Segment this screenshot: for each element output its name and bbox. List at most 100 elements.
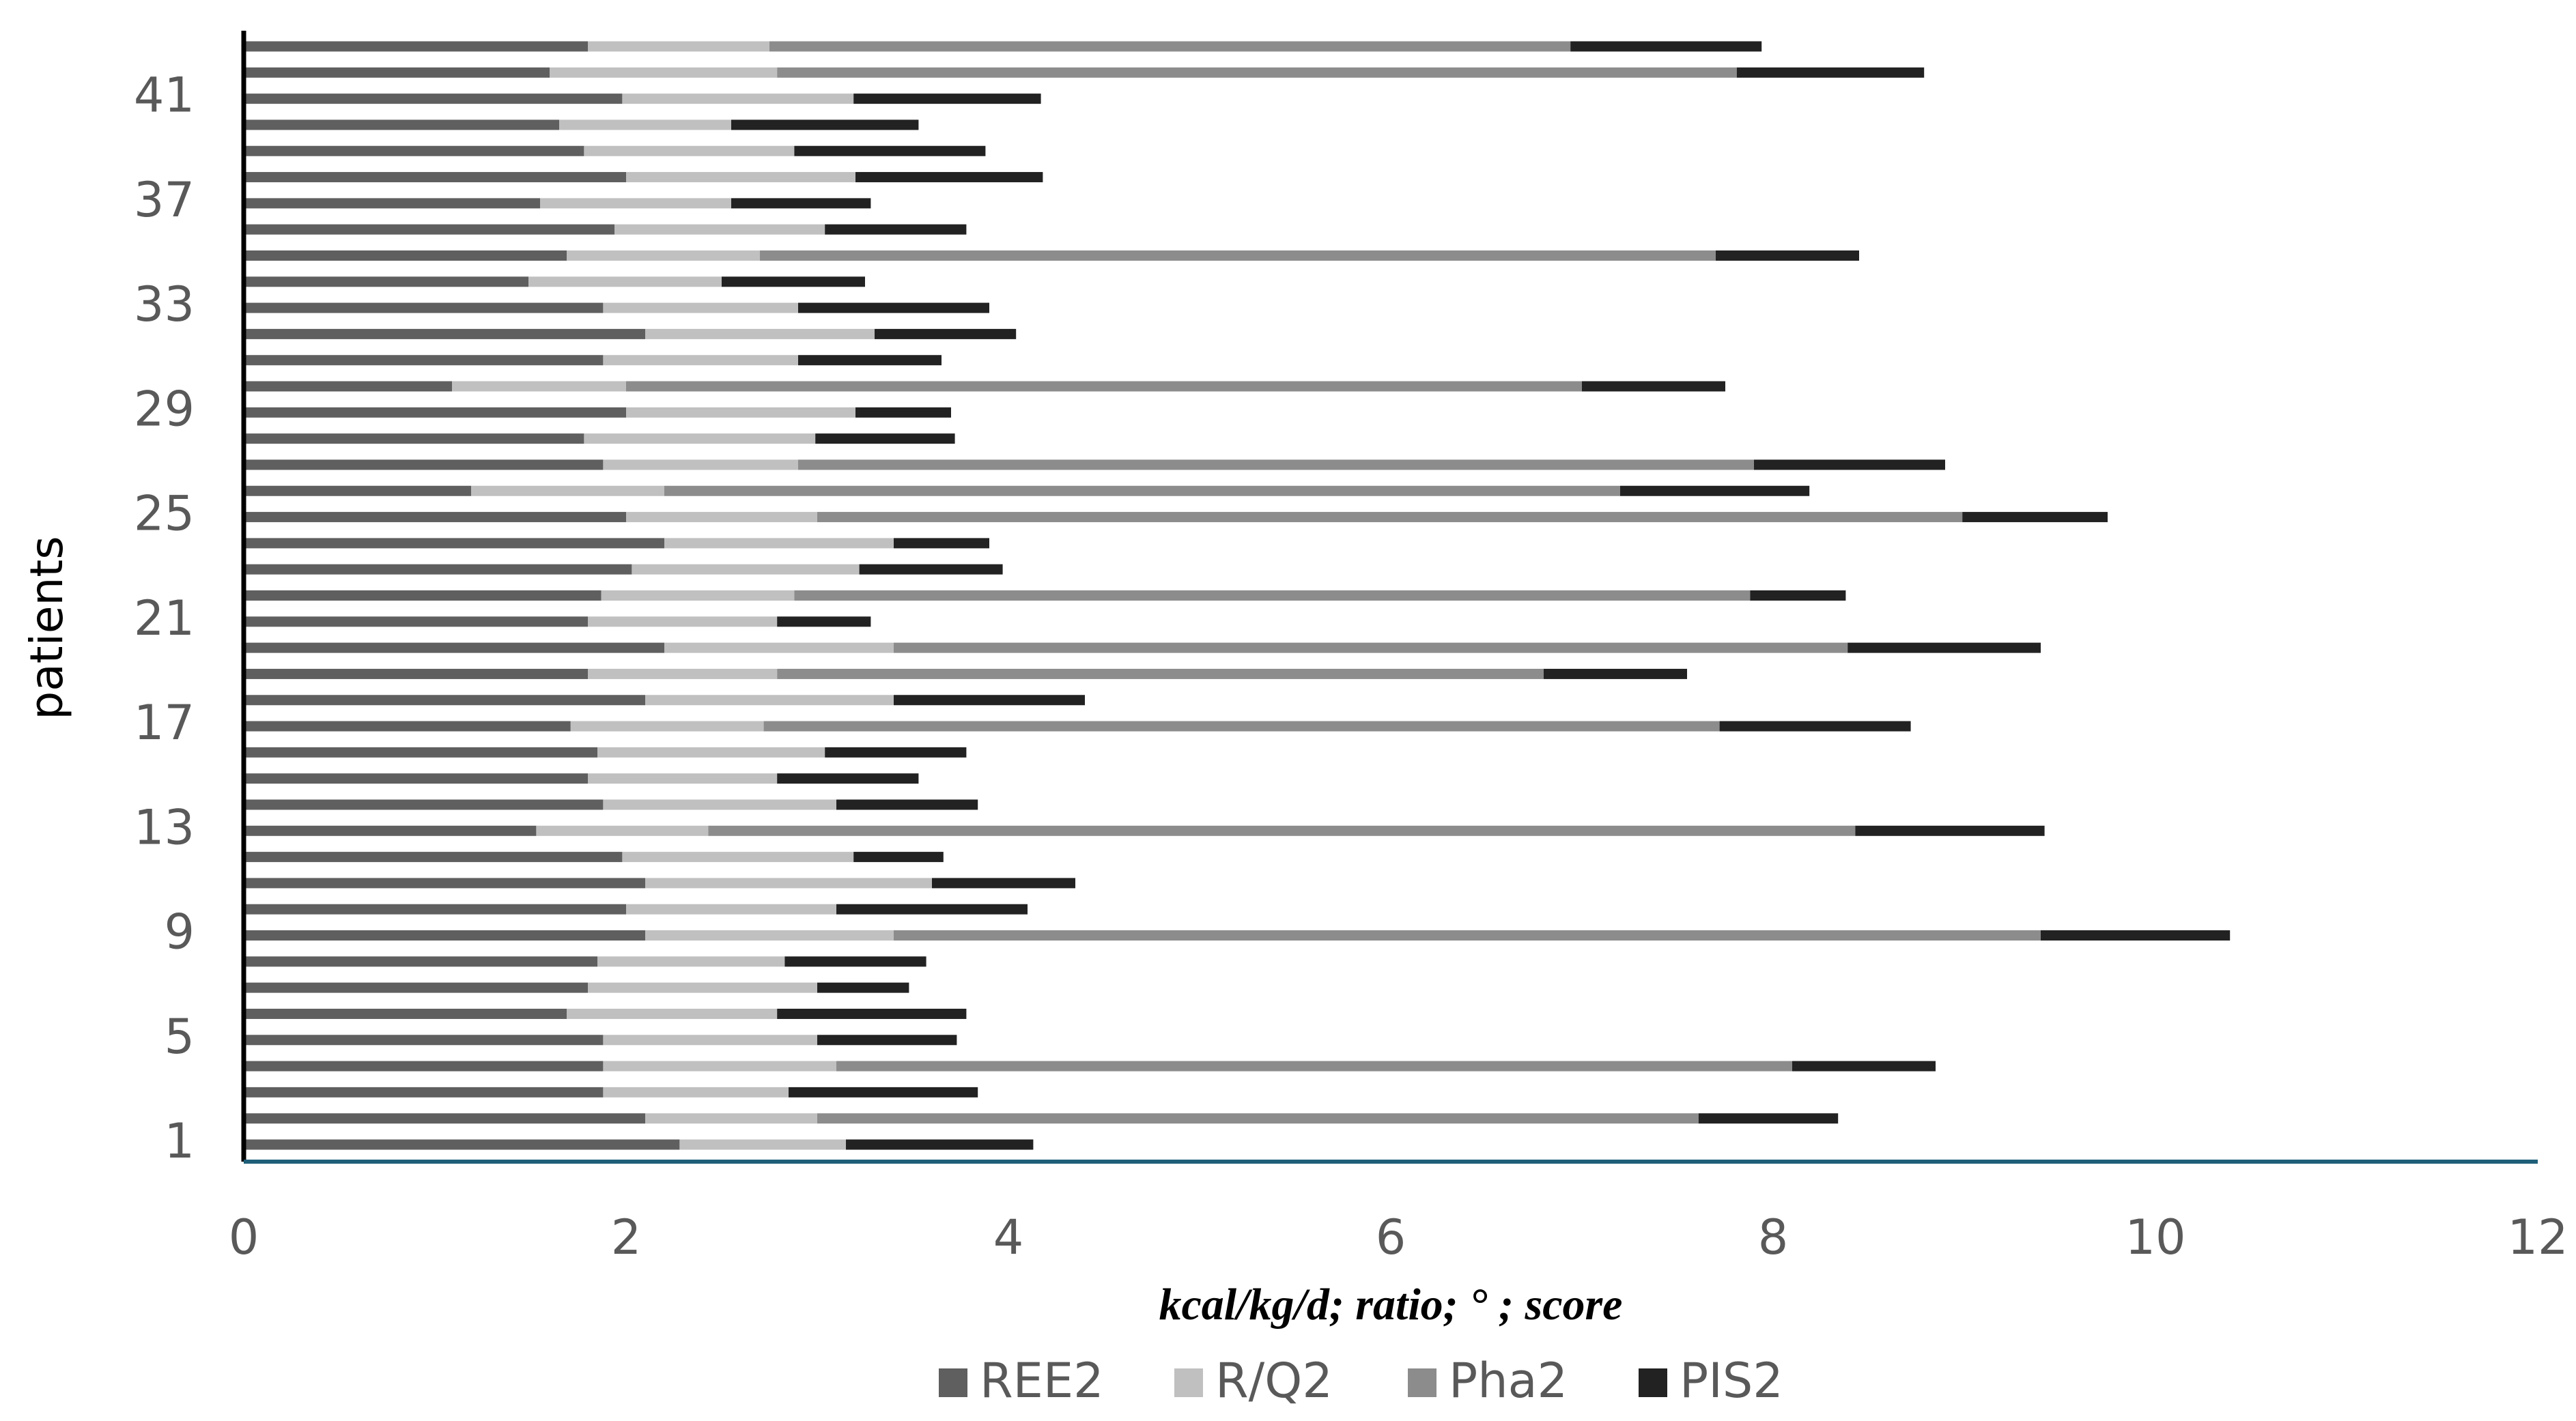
- bar-segment: [664, 485, 1620, 496]
- bar-segment: [622, 94, 854, 104]
- bar-segment: [794, 145, 986, 156]
- bar-segment: [798, 302, 989, 313]
- bar-segment: [664, 642, 894, 653]
- bar-segment: [603, 459, 798, 470]
- bar-segment: [798, 355, 942, 366]
- bar-segment: [836, 799, 978, 810]
- bar-segment: [550, 67, 778, 78]
- y-tick-label: 5: [164, 1009, 195, 1065]
- bar-segment: [626, 407, 855, 418]
- x-tick-label: 8: [1758, 1209, 1789, 1265]
- legend-swatch: [1408, 1368, 1436, 1397]
- x-tick-label: 6: [1376, 1209, 1406, 1265]
- x-tick-label: 4: [993, 1209, 1024, 1265]
- bar-segment: [244, 94, 623, 104]
- bar-segment: [244, 145, 584, 156]
- bar-segment: [815, 433, 955, 444]
- bar-segment: [708, 825, 1856, 836]
- bar-segment: [645, 1113, 817, 1124]
- bar-segment: [836, 904, 1028, 915]
- bar-segment: [846, 1139, 1034, 1150]
- x-tick-label: 0: [229, 1209, 259, 1265]
- bar-segment: [777, 773, 919, 784]
- bar-segment: [588, 616, 778, 627]
- y-tick-label: 13: [134, 799, 195, 855]
- bar-segment: [825, 224, 967, 235]
- bar-segment: [244, 328, 645, 339]
- bar-segment: [244, 433, 584, 444]
- bar-segment: [1570, 41, 1762, 52]
- legend-swatch: [1174, 1368, 1203, 1397]
- bar-segment: [540, 198, 731, 209]
- bar-segment: [603, 1061, 836, 1072]
- bar-segment: [679, 1139, 846, 1150]
- x-tick-label: 10: [2125, 1209, 2185, 1265]
- bar-segment: [244, 668, 588, 679]
- bar-segment: [603, 1035, 817, 1046]
- bar-segment: [1716, 250, 1859, 261]
- bar-segment: [471, 485, 664, 496]
- bar-segment: [244, 41, 588, 52]
- bar-segment: [632, 564, 860, 575]
- y-tick-label: 25: [134, 486, 195, 542]
- bar-segment: [244, 982, 588, 993]
- bar-segment: [760, 250, 1716, 261]
- bar-segment: [855, 407, 951, 418]
- bar-segment: [777, 668, 1544, 679]
- bar-segment: [244, 695, 645, 706]
- bar-segment: [853, 852, 944, 863]
- x-tick-label: 2: [611, 1209, 642, 1265]
- bar-segment: [603, 1087, 789, 1097]
- bar-segment: [244, 1008, 567, 1019]
- bar-segment: [894, 538, 989, 549]
- y-tick-label: 9: [164, 904, 195, 960]
- bar-segment: [244, 302, 604, 313]
- bar-segment: [794, 590, 1751, 601]
- bar-segment: [731, 198, 871, 209]
- y-axis-title: patients: [20, 536, 73, 719]
- bar-segment: [645, 878, 932, 889]
- bar-segment: [1962, 512, 2108, 523]
- bar-segment: [601, 590, 795, 601]
- bar-segment: [244, 198, 540, 209]
- bar-segment: [244, 878, 645, 889]
- bar-segment: [244, 1035, 604, 1046]
- bar-segment: [664, 538, 894, 549]
- bar-segment: [784, 956, 926, 967]
- bar-segment: [769, 41, 1571, 52]
- bar-segment: [244, 1087, 604, 1097]
- bar-segment: [645, 930, 894, 941]
- bar-segment: [528, 276, 722, 287]
- bar-segment: [622, 852, 854, 863]
- bar-segment: [817, 512, 1963, 523]
- bar-segment: [1792, 1061, 1936, 1072]
- y-tick-label: 21: [134, 590, 195, 646]
- bar-segment: [244, 564, 632, 575]
- bar-segment: [603, 355, 798, 366]
- bar-segment: [603, 799, 836, 810]
- bar-segment: [244, 930, 645, 941]
- bar-segment: [244, 538, 664, 549]
- x-axis-title: kcal/kg/d; ratio; ° ; score: [1159, 1280, 1623, 1330]
- bar-segment: [731, 119, 919, 130]
- bar-segment: [859, 564, 1003, 575]
- bar-segment: [1736, 67, 1925, 78]
- bar-segment: [244, 355, 604, 366]
- bar-segment: [536, 825, 709, 836]
- bar-segment: [1855, 825, 2045, 836]
- bar-segment: [244, 459, 604, 470]
- bar-segment: [588, 41, 769, 52]
- legend-label: REE2: [980, 1353, 1104, 1409]
- bar-segment: [244, 67, 550, 78]
- x-tick-label: 12: [2507, 1209, 2568, 1265]
- bar-segment: [894, 695, 1085, 706]
- bar-segment: [244, 381, 453, 392]
- bar-segment: [1544, 668, 1687, 679]
- bar-segment: [798, 459, 1754, 470]
- bar-segment: [836, 1061, 1792, 1072]
- bar-segment: [588, 668, 778, 679]
- legend-label: PIS2: [1680, 1353, 1783, 1409]
- bar-segment: [1848, 642, 2041, 653]
